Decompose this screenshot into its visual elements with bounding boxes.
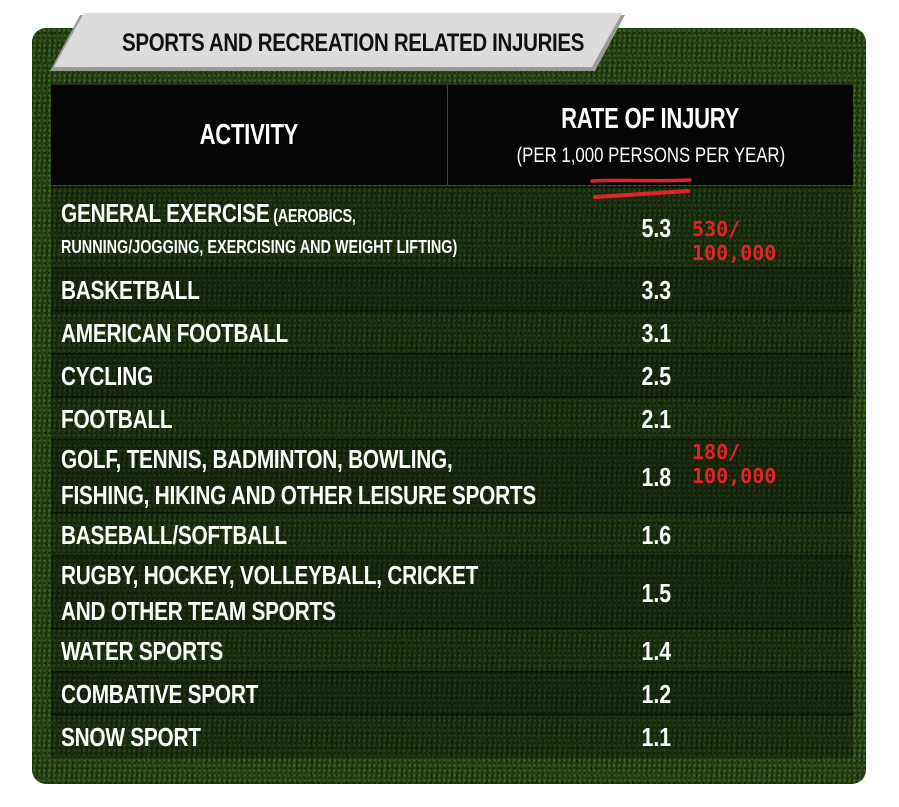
activity-name: FOOTBALL — [61, 404, 173, 434]
rate-cell: 5.3 — [635, 188, 671, 268]
header-activity-cell: ACTIVITY — [51, 85, 448, 185]
activity-cell: SNOW SPORT — [61, 716, 236, 758]
activity-name: BASKETBALL — [61, 275, 200, 305]
activity-cell: BASKETBALL — [61, 269, 234, 311]
table-header: ACTIVITY RATE OF INJURY (PER 1,000 PERSO… — [51, 84, 853, 185]
annotation-line: 530/ — [692, 217, 741, 241]
activity-name: RUGBY, HOCKEY, VOLLEYBALL, CRICKET — [61, 560, 479, 590]
activity-name: CYCLING — [61, 361, 153, 391]
table-row: WATER SPORTS 1.4 — [51, 630, 853, 672]
rate-value: 3.1 — [641, 317, 671, 348]
table-row: AMERICAN FOOTBALL 3.1 — [51, 312, 853, 354]
activity-name-line2: AND OTHER TEAM SPORTS — [61, 596, 336, 626]
activity-cell: BASEBALL/SOFTBALL — [61, 514, 343, 556]
table-row: BASEBALL/SOFTBALL 1.6 — [51, 514, 853, 556]
row-divider — [51, 439, 853, 441]
activity-name: BASEBALL/SOFTBALL — [61, 520, 287, 550]
row-divider — [51, 512, 853, 514]
table-row: RUGBY, HOCKEY, VOLLEYBALL, CRICKET AND OT… — [51, 557, 853, 629]
row-divider — [51, 310, 853, 312]
activity-cell: GOLF, TENNIS, BADMINTON, BOWLING, FISHING… — [61, 441, 655, 513]
activity-cell: AMERICAN FOOTBALL — [61, 312, 345, 354]
row-divider — [51, 267, 853, 269]
rate-cell: 1.8 — [635, 441, 671, 513]
header-rate-subtitle: (PER 1,000 PERSONS PER YEAR) — [516, 143, 785, 167]
activity-name: GENERAL EXERCISE (AEROBICS, — [61, 197, 356, 228]
rate-value: 1.6 — [641, 519, 671, 550]
rate-cell: 1.4 — [635, 630, 671, 672]
row-divider — [51, 714, 853, 716]
rate-value: 1.4 — [641, 635, 671, 666]
table-row: SNOW SPORT 1.1 — [51, 716, 853, 758]
activity-cell: COMBATIVE SPORT — [61, 673, 307, 715]
activity-cell: CYCLING — [61, 355, 176, 397]
rate-value: 1.5 — [641, 577, 671, 608]
header-activity: ACTIVITY — [199, 118, 299, 151]
activity-detail-first: (AEROBICS, — [269, 205, 356, 226]
rate-cell: 1.6 — [635, 514, 671, 556]
rate-cell: 1.1 — [635, 716, 671, 758]
table-row: CYCLING 2.5 — [51, 355, 853, 397]
row-divider — [51, 396, 853, 398]
row-divider — [51, 353, 853, 355]
injury-table: ACTIVITY RATE OF INJURY (PER 1,000 PERSO… — [51, 84, 853, 765]
table-row: GOLF, TENNIS, BADMINTON, BOWLING, FISHING… — [51, 441, 853, 513]
rate-cell: 3.1 — [635, 312, 671, 354]
activity-name: COMBATIVE SPORT — [61, 679, 259, 709]
table-row: GENERAL EXERCISE (AEROBICS, RUNNING/JOGGI… — [51, 188, 853, 268]
row-divider — [51, 628, 853, 630]
annotation-line: 180/ — [692, 440, 741, 464]
rate-value: 3.3 — [641, 274, 671, 305]
page-title: SPORTS AND RECREATION RELATED INJURIES — [122, 29, 585, 57]
activity-name: GOLF, TENNIS, BADMINTON, BOWLING, — [61, 444, 453, 474]
activity-cell: WATER SPORTS — [61, 630, 263, 672]
rate-value: 1.1 — [641, 721, 671, 752]
rate-value: 1.8 — [641, 461, 671, 492]
annotation-leisure-sports: 180/ 100,000 — [692, 440, 776, 488]
row-divider — [51, 186, 853, 188]
activity-name-line2: FISHING, HIKING AND OTHER LEISURE SPORTS — [61, 480, 536, 510]
title-banner: SPORTS AND RECREATION RELATED INJURIES — [50, 13, 625, 73]
annotation-line: 100,000 — [692, 464, 777, 488]
annotation-general-exercise: 530/ 100,000 — [692, 217, 776, 265]
rate-value: 1.2 — [641, 678, 671, 709]
rate-cell: 1.5 — [635, 557, 671, 629]
activity-cell: GENERAL EXERCISE (AEROBICS, RUNNING/JOGGI… — [61, 188, 556, 268]
rate-cell: 2.1 — [635, 398, 671, 440]
row-divider — [51, 671, 853, 673]
rate-cell: 2.5 — [635, 355, 671, 397]
header-rate-cell: RATE OF INJURY (PER 1,000 PERSONS PER YE… — [448, 85, 853, 185]
banner-shape — [50, 13, 625, 71]
activity-cell: RUGBY, HOCKEY, VOLLEYBALL, CRICKET AND OT… — [61, 557, 582, 629]
table-row: BASKETBALL 3.3 — [51, 269, 853, 311]
header-rate: RATE OF INJURY — [561, 102, 740, 135]
activity-detail-rest: RUNNING/JOGGING, EXERCISING AND WEIGHT L… — [61, 236, 458, 257]
rate-cell: 1.2 — [635, 673, 671, 715]
activity-name: AMERICAN FOOTBALL — [61, 318, 289, 348]
rate-cell: 3.3 — [635, 269, 671, 311]
table-row: COMBATIVE SPORT 1.2 — [51, 673, 853, 715]
table-row: FOOTBALL 2.1 — [51, 398, 853, 440]
activity-cell: FOOTBALL — [61, 398, 200, 440]
annotation-line: 100,000 — [692, 241, 777, 265]
rate-value: 2.1 — [641, 403, 671, 434]
rate-value: 5.3 — [641, 212, 671, 243]
row-divider — [51, 555, 853, 557]
activity-name: SNOW SPORT — [61, 722, 201, 752]
activity-name: WATER SPORTS — [61, 636, 223, 666]
rate-value: 2.5 — [641, 360, 671, 391]
